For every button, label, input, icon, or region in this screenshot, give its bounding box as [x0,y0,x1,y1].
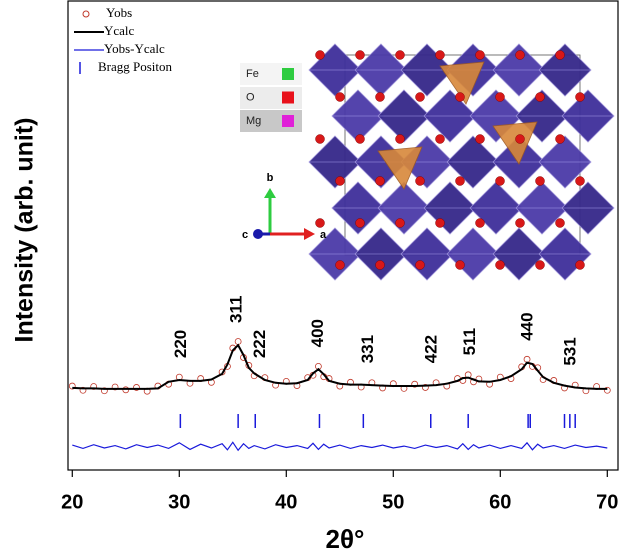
oxygen-atom [316,135,325,144]
oxygen-atom [436,135,445,144]
oxygen-atom [556,51,565,60]
oxygen-atom [516,135,525,144]
oxygen-atom [576,261,585,270]
obs-point [524,356,530,362]
chart: Intensity (arb. unit) 2θ° Fe O Mg a b c 20 30 40… [0,0,628,560]
x-tick-label: 70 [596,491,618,513]
peak-label: 440 [518,312,537,340]
legend-label: Ycalc [104,23,135,38]
oxygen-atom [376,93,385,102]
inset-swatch [282,92,294,104]
peak-label: 220 [171,330,190,358]
oxygen-atom [456,177,465,186]
y-axis-title: Intensity (arb. unit) [11,118,39,343]
oxygen-atom [356,51,365,60]
oxygen-atom [456,261,465,270]
axis-triad [253,188,315,240]
legend-label: Yobs [106,5,132,20]
oxygen-atom [476,135,485,144]
oxygen-atom [536,261,545,270]
oxygen-atom [376,261,385,270]
oxygen-atom [336,261,345,270]
legend-marker [83,11,89,17]
obs-point [235,338,241,344]
peak-label: 511 [460,328,479,355]
axis-triad-label: a [320,229,327,241]
oxygen-atom [416,93,425,102]
oxygen-atom [576,93,585,102]
oxygen-atom [336,93,345,102]
oxygen-atom [536,177,545,186]
oxygen-atom [336,177,345,186]
inset-label: O [246,91,255,103]
oxygen-atom [536,93,545,102]
c-dot [253,229,263,239]
x-tick-label: 30 [168,491,190,513]
x-tick-label: 40 [275,491,297,513]
inset-label: Fe [246,68,259,80]
oxygen-atom [516,51,525,60]
oxygen-atom [356,219,365,228]
oxygen-atom [316,51,325,60]
peak-label: 331 [358,335,377,363]
oxygen-atom [416,261,425,270]
a-arrowhead [304,228,315,240]
oxygen-atom [356,135,365,144]
peak-label: 311 [227,296,246,323]
oxygen-atom [496,261,505,270]
oxygen-atom [436,51,445,60]
x-axis-title: 2θ° [326,524,365,554]
oxygen-atom [476,219,485,228]
axis-triad-label: c [242,229,248,241]
x-tick-label: 60 [489,491,511,513]
oxygen-atom [396,51,405,60]
peak-label: 222 [250,330,269,358]
oxygen-atom [556,135,565,144]
oxygen-atom [476,51,485,60]
oxygen-atom [576,177,585,186]
legend-label: Yobs-Ycalc [104,41,165,56]
oxygen-atom [416,177,425,186]
oxygen-atom [316,219,325,228]
oxygen-atom [396,135,405,144]
series-line [72,442,607,450]
oxygen-atom [496,177,505,186]
oxygen-atom [456,93,465,102]
oxygen-atom [496,93,505,102]
inset-swatch [282,115,294,127]
oxygen-atom [376,177,385,186]
legend-label: Bragg Positon [98,59,173,74]
peak-label: 400 [308,319,327,347]
inset-label: Mg [246,115,261,127]
axis-triad-label: b [267,172,274,184]
x-tick-label: 50 [382,491,404,513]
oxygen-atom [516,219,525,228]
series-line [72,345,607,389]
b-arrowhead [264,188,276,198]
peak-label: 531 [560,337,579,365]
oxygen-atom [556,219,565,228]
oxygen-atom [436,219,445,228]
oxygen-atom [396,219,405,228]
x-tick-label: 20 [61,491,83,513]
crystal-structure [309,44,614,280]
peak-label: 422 [421,335,440,363]
inset-swatch [282,68,294,80]
